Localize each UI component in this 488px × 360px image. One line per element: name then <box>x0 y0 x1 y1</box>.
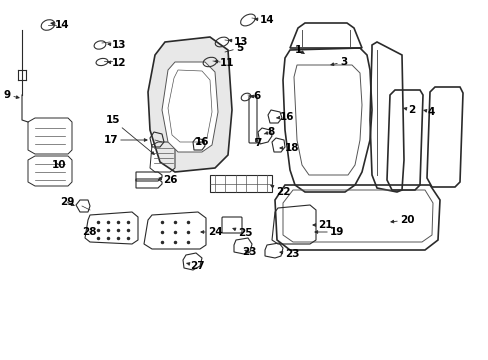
Text: 19: 19 <box>314 227 344 237</box>
Text: 1: 1 <box>294 45 304 55</box>
Text: 8: 8 <box>264 127 274 137</box>
Text: 14: 14 <box>254 15 274 25</box>
Text: 17: 17 <box>103 135 147 145</box>
Text: 26: 26 <box>159 175 177 185</box>
Text: 10: 10 <box>52 160 66 170</box>
Polygon shape <box>162 62 218 152</box>
Text: 12: 12 <box>108 58 126 68</box>
Text: 22: 22 <box>270 185 290 197</box>
Polygon shape <box>148 37 231 172</box>
Text: 18: 18 <box>279 143 299 153</box>
Text: 21: 21 <box>312 220 332 230</box>
Text: 28: 28 <box>82 227 96 237</box>
Text: 14: 14 <box>51 20 69 30</box>
Text: 15: 15 <box>105 115 154 154</box>
Text: 3: 3 <box>330 57 346 67</box>
Text: 16: 16 <box>195 137 209 147</box>
Text: 24: 24 <box>201 227 222 237</box>
Text: 2: 2 <box>403 105 414 115</box>
Text: 6: 6 <box>250 91 260 101</box>
Text: 4: 4 <box>423 107 434 117</box>
Text: 13: 13 <box>228 37 248 47</box>
Text: 29: 29 <box>60 197 74 207</box>
Text: 27: 27 <box>186 261 204 271</box>
Text: 23: 23 <box>242 247 256 257</box>
Text: 9: 9 <box>4 90 19 100</box>
Text: 20: 20 <box>390 215 414 225</box>
Text: 11: 11 <box>215 58 234 68</box>
Text: 25: 25 <box>232 228 252 238</box>
Text: 16: 16 <box>276 112 294 122</box>
Text: 5: 5 <box>224 43 243 53</box>
Text: 23: 23 <box>279 249 299 259</box>
Bar <box>209 175 271 192</box>
Text: 13: 13 <box>108 40 126 50</box>
Text: 7: 7 <box>253 138 261 148</box>
